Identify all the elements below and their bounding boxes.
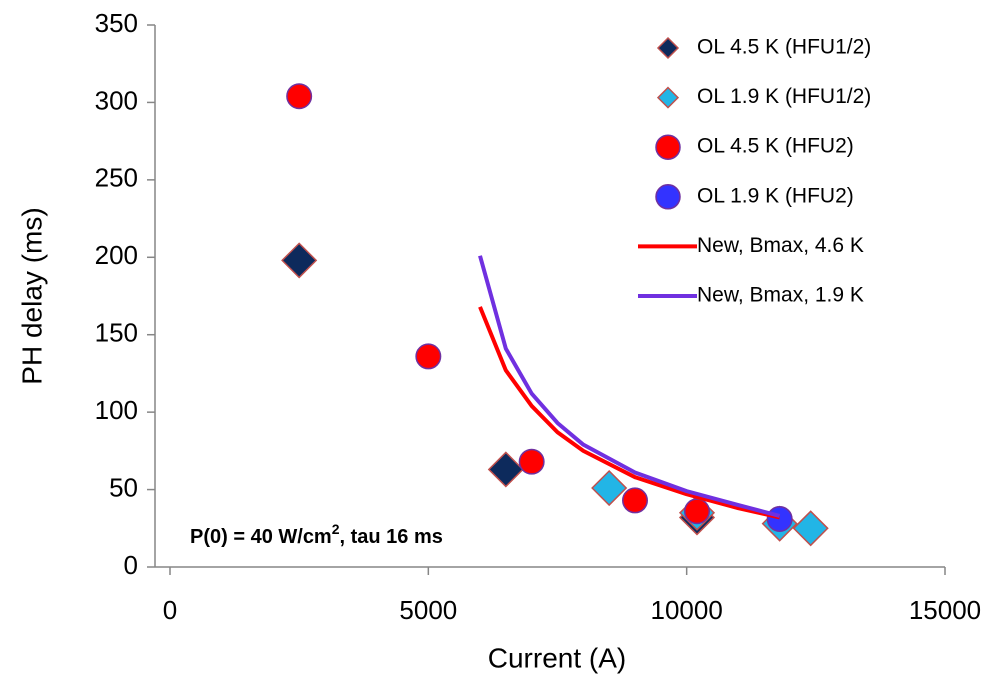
diamond-marker bbox=[792, 510, 829, 547]
y-tick-label: 300 bbox=[95, 85, 138, 115]
x-axis-label: Current (A) bbox=[488, 642, 626, 673]
y-tick-label: 150 bbox=[95, 318, 138, 348]
annotation-part: , tau 16 ms bbox=[340, 526, 443, 548]
y-tick-label: 100 bbox=[95, 395, 138, 425]
legend-swatch bbox=[656, 86, 680, 109]
y-axis-label: PH delay (ms) bbox=[16, 207, 47, 384]
legend-swatch bbox=[655, 184, 681, 210]
curve bbox=[478, 255, 781, 518]
circle-marker bbox=[766, 506, 793, 532]
legend-label: New, Bmax, 1.9 K bbox=[697, 284, 864, 307]
legend-swatch bbox=[655, 134, 681, 160]
legend-label: OL 1.9 K (HFU2) bbox=[697, 184, 854, 207]
diamond-marker bbox=[487, 451, 524, 488]
circle-marker bbox=[622, 487, 648, 514]
annotation-sup: 2 bbox=[332, 521, 340, 537]
circle-marker bbox=[415, 343, 442, 370]
curve bbox=[478, 306, 781, 520]
y-tick-label: 50 bbox=[109, 472, 138, 502]
circle-marker bbox=[684, 498, 710, 525]
circle-marker bbox=[518, 448, 545, 475]
x-tick-label: 10000 bbox=[651, 595, 723, 625]
legend-swatch bbox=[656, 36, 680, 60]
y-tick-label: 200 bbox=[95, 240, 138, 270]
diamond-marker bbox=[591, 469, 628, 507]
legend-label: OL 1.9 K (HFU1/2) bbox=[697, 85, 871, 108]
y-tick-label: 0 bbox=[124, 550, 138, 580]
annotation-part: P(0) = 40 W/cm bbox=[190, 526, 332, 548]
x-tick-label: 0 bbox=[163, 595, 177, 625]
x-tick-label: 15000 bbox=[909, 595, 981, 625]
y-tick-label: 350 bbox=[95, 8, 138, 38]
legend-label: OL 4.5 K (HFU2) bbox=[697, 135, 854, 158]
y-tick-label: 250 bbox=[95, 163, 138, 193]
legend-label: OL 4.5 K (HFU1/2) bbox=[697, 36, 871, 59]
circle-marker bbox=[286, 83, 313, 110]
x-tick-label: 5000 bbox=[399, 595, 457, 625]
diamond-marker bbox=[281, 242, 318, 279]
annotation: P(0) = 40 W/cm2, tau 16 ms bbox=[190, 521, 443, 549]
legend-label: New, Bmax, 4.6 K bbox=[697, 234, 864, 257]
